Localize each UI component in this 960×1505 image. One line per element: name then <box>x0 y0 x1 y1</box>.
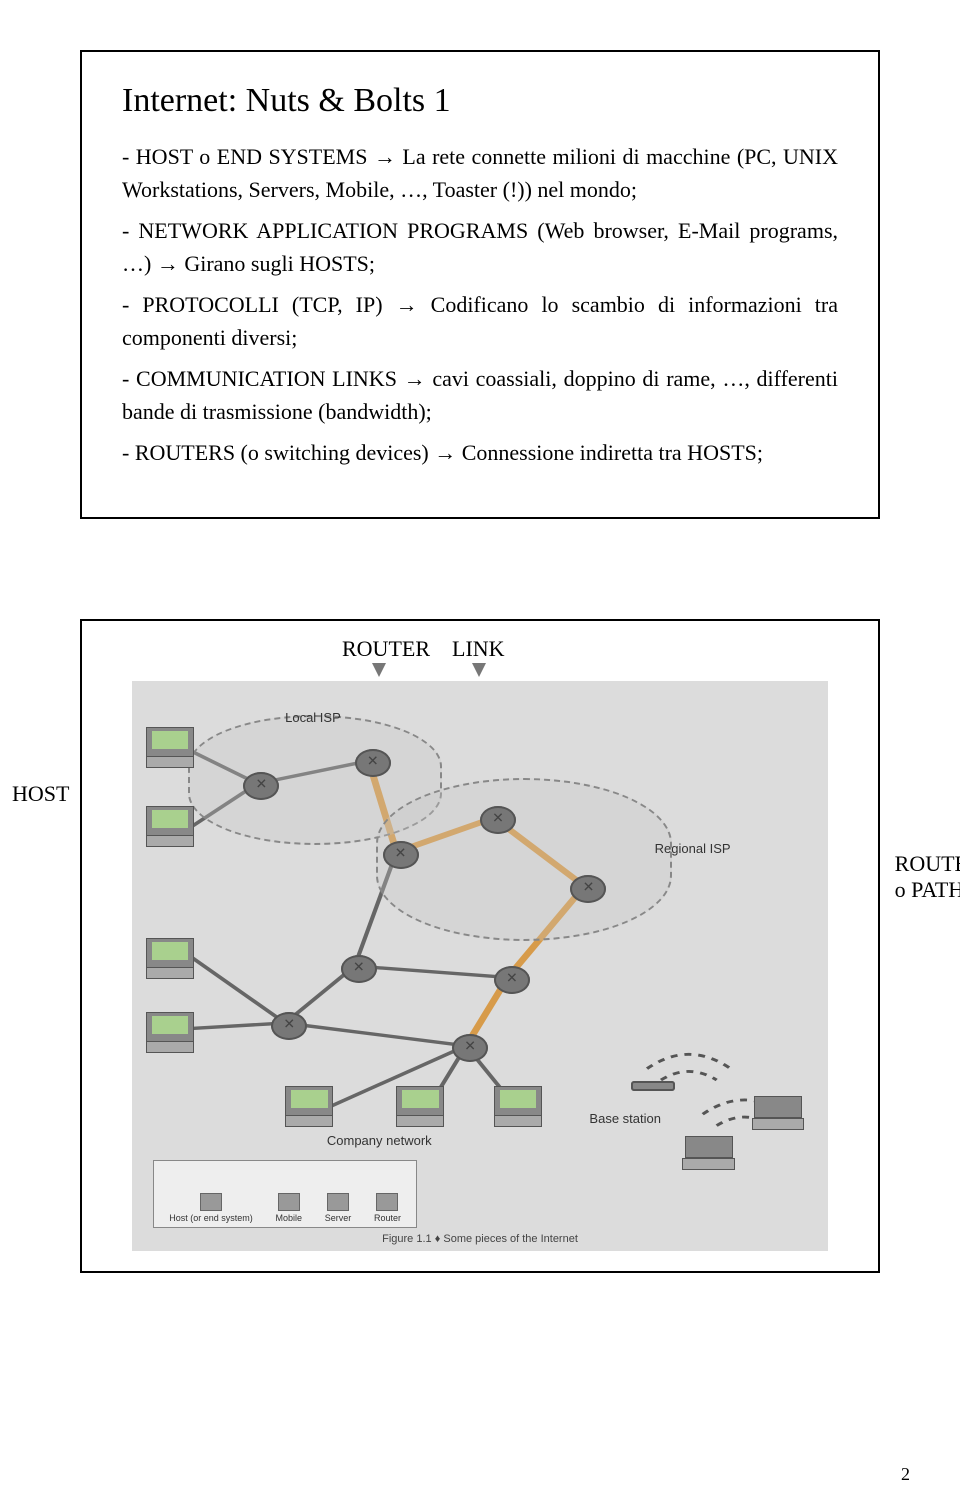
legend-label: Mobile <box>275 1213 302 1223</box>
host-node <box>146 727 192 767</box>
label-route-l2: o PATH <box>895 877 960 902</box>
mobile-node <box>754 1096 800 1126</box>
base-station-node <box>631 1081 675 1091</box>
p5-a: - ROUTERS (o switching devices) <box>122 440 434 465</box>
legend-item-host: Host (or end system) <box>169 1193 253 1223</box>
region-label-company-network: Company network <box>327 1133 432 1148</box>
pointer-arrow-link <box>472 663 486 677</box>
arrow-icon: → <box>396 292 418 317</box>
body-text: - HOST o END SYSTEMS → La rete connette … <box>122 140 838 469</box>
diagram-box: ROUTER LINK HOST ROUTE o PATH <box>80 619 880 1273</box>
router-node <box>383 841 419 869</box>
router-node <box>355 749 391 777</box>
p3-a: - PROTOCOLLI (TCP, IP) <box>122 292 396 317</box>
label-link: LINK <box>452 636 505 662</box>
host-icon <box>200 1193 222 1211</box>
server-icon <box>327 1193 349 1211</box>
p4-a: - COMMUNICATION LINKS <box>122 366 404 391</box>
host-node <box>396 1086 442 1126</box>
page-number: 2 <box>901 1464 910 1485</box>
arrow-icon: → <box>404 366 426 391</box>
legend-item-server: Server <box>325 1193 352 1223</box>
host-node <box>494 1086 540 1126</box>
arrow-icon: → <box>434 440 456 465</box>
router-node <box>341 955 377 983</box>
title: Internet: Nuts & Bolts 1 <box>122 82 838 120</box>
host-node <box>146 1012 192 1052</box>
legend-item-router: Router <box>374 1193 401 1223</box>
legend-label: Router <box>374 1213 401 1223</box>
region-label-regional-isp: Regional ISP <box>655 841 731 856</box>
mobile-node <box>685 1136 731 1166</box>
region-label-local-isp: Local ISP <box>285 710 341 725</box>
router-icon <box>376 1193 398 1211</box>
label-router: ROUTER <box>342 636 430 662</box>
arrow-icon: → <box>374 144 396 169</box>
diagram-legend: Host (or end system) Mobile Server Route… <box>153 1160 417 1228</box>
legend-item-mobile: Mobile <box>275 1193 302 1223</box>
figure-caption: Figure 1.1 ♦ Some pieces of the Internet <box>382 1233 578 1245</box>
p2-b: Girano sugli HOSTS; <box>179 251 375 276</box>
host-node <box>285 1086 331 1126</box>
router-node <box>494 966 530 994</box>
label-route: ROUTE o PATH <box>895 851 960 904</box>
pointer-arrow-router <box>372 663 386 677</box>
host-node <box>146 938 192 978</box>
region-label-base-station: Base station <box>589 1111 661 1126</box>
label-route-l1: ROUTE <box>895 851 960 876</box>
network-diagram: Local ISP Regional ISP Company network B… <box>132 681 828 1251</box>
cloud-regional-isp <box>376 778 672 942</box>
router-node <box>570 875 606 903</box>
router-node <box>452 1034 488 1062</box>
legend-label: Server <box>325 1213 352 1223</box>
host-node <box>146 806 192 846</box>
router-node <box>271 1012 307 1040</box>
legend-label: Host (or end system) <box>169 1213 253 1223</box>
mobile-icon <box>278 1193 300 1211</box>
p1-a: - HOST o END SYSTEMS <box>122 144 374 169</box>
label-host: HOST <box>12 781 69 807</box>
p5-b: Connessione indiretta tra HOSTS; <box>456 440 763 465</box>
arrow-icon: → <box>157 251 179 276</box>
text-box-top: Internet: Nuts & Bolts 1 - HOST o END SY… <box>80 50 880 519</box>
